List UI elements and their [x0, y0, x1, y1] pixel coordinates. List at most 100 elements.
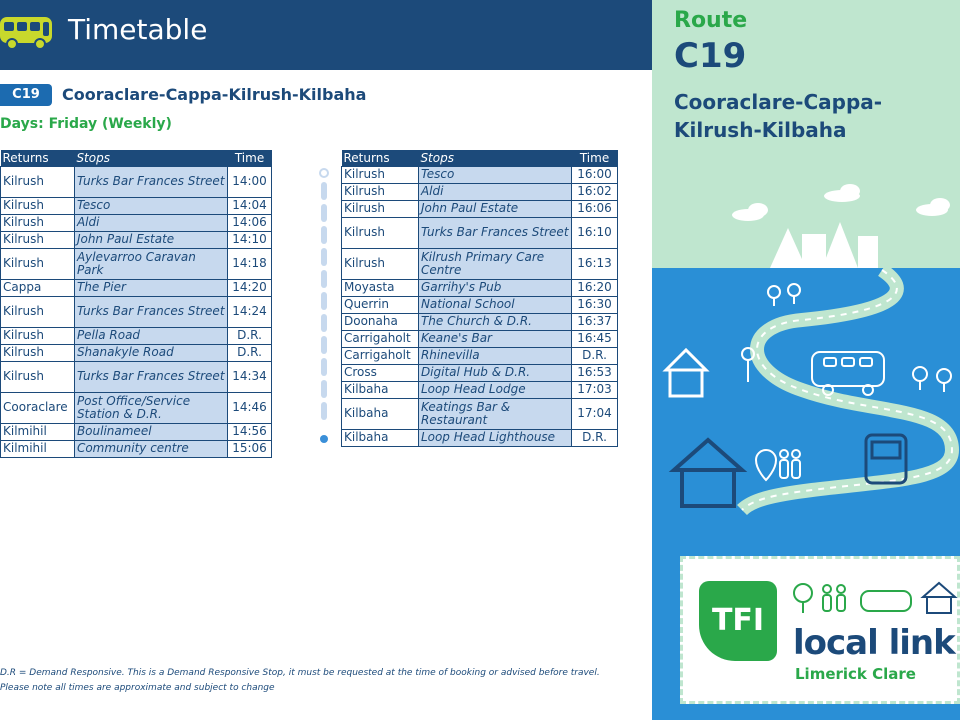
table-row: Cross Digital Hub & D.R. 16:53 [341, 363, 618, 382]
cell-place: Kilrush [341, 182, 419, 201]
cell-place: Kilrush [0, 360, 75, 393]
table-row: Cappa The Pier 14:20 [0, 278, 272, 297]
region-label: Limerick Clare [795, 665, 916, 683]
table-row: Kilmihil Boulinameel 14:56 [0, 422, 272, 441]
table-row: Kilbaha Keatings Bar & Restaurant 17:04 [341, 397, 618, 430]
cell-place: Kilrush [0, 247, 75, 280]
cell-place: Kilrush [341, 247, 419, 280]
cell-stop: The Pier [73, 278, 229, 297]
header-time: Time [227, 150, 272, 166]
scroll-track[interactable] [319, 168, 329, 444]
cell-stop: Post Office/Service Station & D.R. [73, 391, 229, 424]
cell-time: 16:02 [571, 182, 618, 201]
cell-time: 14:20 [227, 278, 272, 297]
cell-time: 15:06 [227, 439, 272, 458]
side-panel-top [652, 0, 960, 268]
table-row: Kilrush Kilrush Primary Care Centre 16:13 [341, 247, 618, 280]
cell-stop: Loop Head Lodge [417, 380, 573, 399]
cell-place: Querrin [341, 295, 419, 314]
cell-time: 14:06 [227, 213, 272, 232]
table-row: Kilmihil Community centre 15:06 [0, 439, 272, 458]
cell-time: 16:37 [571, 312, 618, 331]
cell-stop: John Paul Estate [417, 199, 573, 218]
table-row: Kilrush Pella Road D.R. [0, 326, 272, 345]
table-row: Kilrush Aldi 16:02 [341, 182, 618, 201]
tree-icon [793, 583, 813, 613]
cell-place: Kilrush [0, 165, 75, 198]
houses-icon [770, 222, 878, 268]
header-stops: Stops [418, 150, 572, 166]
cell-stop: Boulinameel [73, 422, 229, 441]
cell-stop: Aylevarroo Caravan Park [73, 247, 229, 280]
cell-place: Kilbaha [341, 397, 419, 430]
cell-place: Kilmihil [0, 422, 75, 441]
cell-place: Cooraclare [0, 391, 75, 424]
cell-place: Kilrush [0, 326, 75, 345]
cell-stop: The Church & D.R. [417, 312, 573, 331]
cell-place: Kilrush [341, 199, 419, 218]
header-bar: Timetable [0, 0, 652, 70]
home-icon [920, 581, 958, 614]
cell-place: Cappa [0, 278, 75, 297]
table-row: Kilrush Tesco 14:04 [0, 196, 272, 215]
bus-front-icon [864, 433, 908, 485]
cloud-icon [732, 184, 950, 221]
cell-time: 16:00 [571, 165, 618, 184]
table-row: Kilrush Turks Bar Frances Street 14:34 [0, 360, 272, 393]
cell-place: Kilrush [0, 343, 75, 362]
footnote-demand-responsive: D.R = Demand Responsive. This is a Deman… [0, 668, 600, 678]
cell-stop: Pella Road [73, 326, 229, 345]
route-name: Cooraclare-Cappa-Kilrush-Kilbaha [62, 85, 367, 104]
cell-time: 14:56 [227, 422, 272, 441]
home-icon [668, 437, 748, 508]
cell-stop: Tesco [73, 196, 229, 215]
table-row: Cooraclare Post Office/Service Station & … [0, 391, 272, 424]
cell-place: Kilmihil [0, 439, 75, 458]
table-row: Kilrush John Paul Estate 16:06 [341, 199, 618, 218]
cell-time: 16:06 [571, 199, 618, 218]
table-row: Carrigaholt Keane's Bar 16:45 [341, 329, 618, 348]
cell-time: 14:46 [227, 391, 272, 424]
cell-stop: Loop Head Lighthouse [417, 428, 573, 447]
home-icon [662, 347, 710, 398]
table-row: Kilrush Aldi 14:06 [0, 213, 272, 232]
cell-place: Cross [341, 363, 419, 382]
table-row: Kilbaha Loop Head Lighthouse D.R. [341, 428, 618, 447]
side-route-name: Cooraclare-Cappa-Kilrush-Kilbaha [674, 90, 883, 142]
cell-place: Kilrush [0, 213, 75, 232]
people-icon [822, 584, 846, 612]
route-illustration [662, 184, 960, 516]
cell-stop: John Paul Estate [73, 230, 229, 249]
route-code-badge: C19 [0, 84, 52, 106]
cell-time: 17:04 [571, 397, 618, 430]
route-side-panel: Route C19 Cooraclare-Cappa-Kilrush-Kilba… [652, 0, 960, 720]
cell-time: 16:10 [571, 216, 618, 249]
tfi-logo: TFI [699, 581, 777, 661]
cell-place: Kilrush [0, 196, 75, 215]
cell-time: 14:04 [227, 196, 272, 215]
cell-stop: Turks Bar Frances Street [73, 295, 229, 328]
footnote-approximate-times: Please note all times are approximate an… [0, 683, 275, 693]
bus-icon [811, 351, 885, 396]
cell-stop: Turks Bar Frances Street [417, 216, 573, 249]
table-row: Kilrush Turks Bar Frances Street 16:10 [341, 216, 618, 249]
scroll-end-dot [320, 435, 328, 443]
tree-icon [767, 283, 952, 392]
table-row: Kilrush Aylevarroo Caravan Park 14:18 [0, 247, 272, 280]
table-row: Kilbaha Loop Head Lodge 17:03 [341, 380, 618, 399]
side-route-label: Route [674, 8, 748, 33]
cell-time: 16:20 [571, 278, 618, 297]
table-row: Kilrush Turks Bar Frances Street 14:00 [0, 165, 272, 198]
table-row: Kilrush John Paul Estate 14:10 [0, 230, 272, 249]
cell-stop: Tesco [417, 165, 573, 184]
timetable-right: Returns Stops Time Kilrush Tesco 16:00 Kil… [341, 150, 618, 447]
cell-stop: Aldi [73, 213, 229, 232]
table-row: Querrin National School 16:30 [341, 295, 618, 314]
local-link-logo: local link [793, 623, 956, 663]
cell-time: 16:30 [571, 295, 618, 314]
cell-time: D.R. [571, 346, 618, 365]
cell-stop: Rhinevilla [417, 346, 573, 365]
cell-time: 14:10 [227, 230, 272, 249]
page-title: Timetable [68, 13, 208, 46]
cell-place: Kilrush [0, 230, 75, 249]
